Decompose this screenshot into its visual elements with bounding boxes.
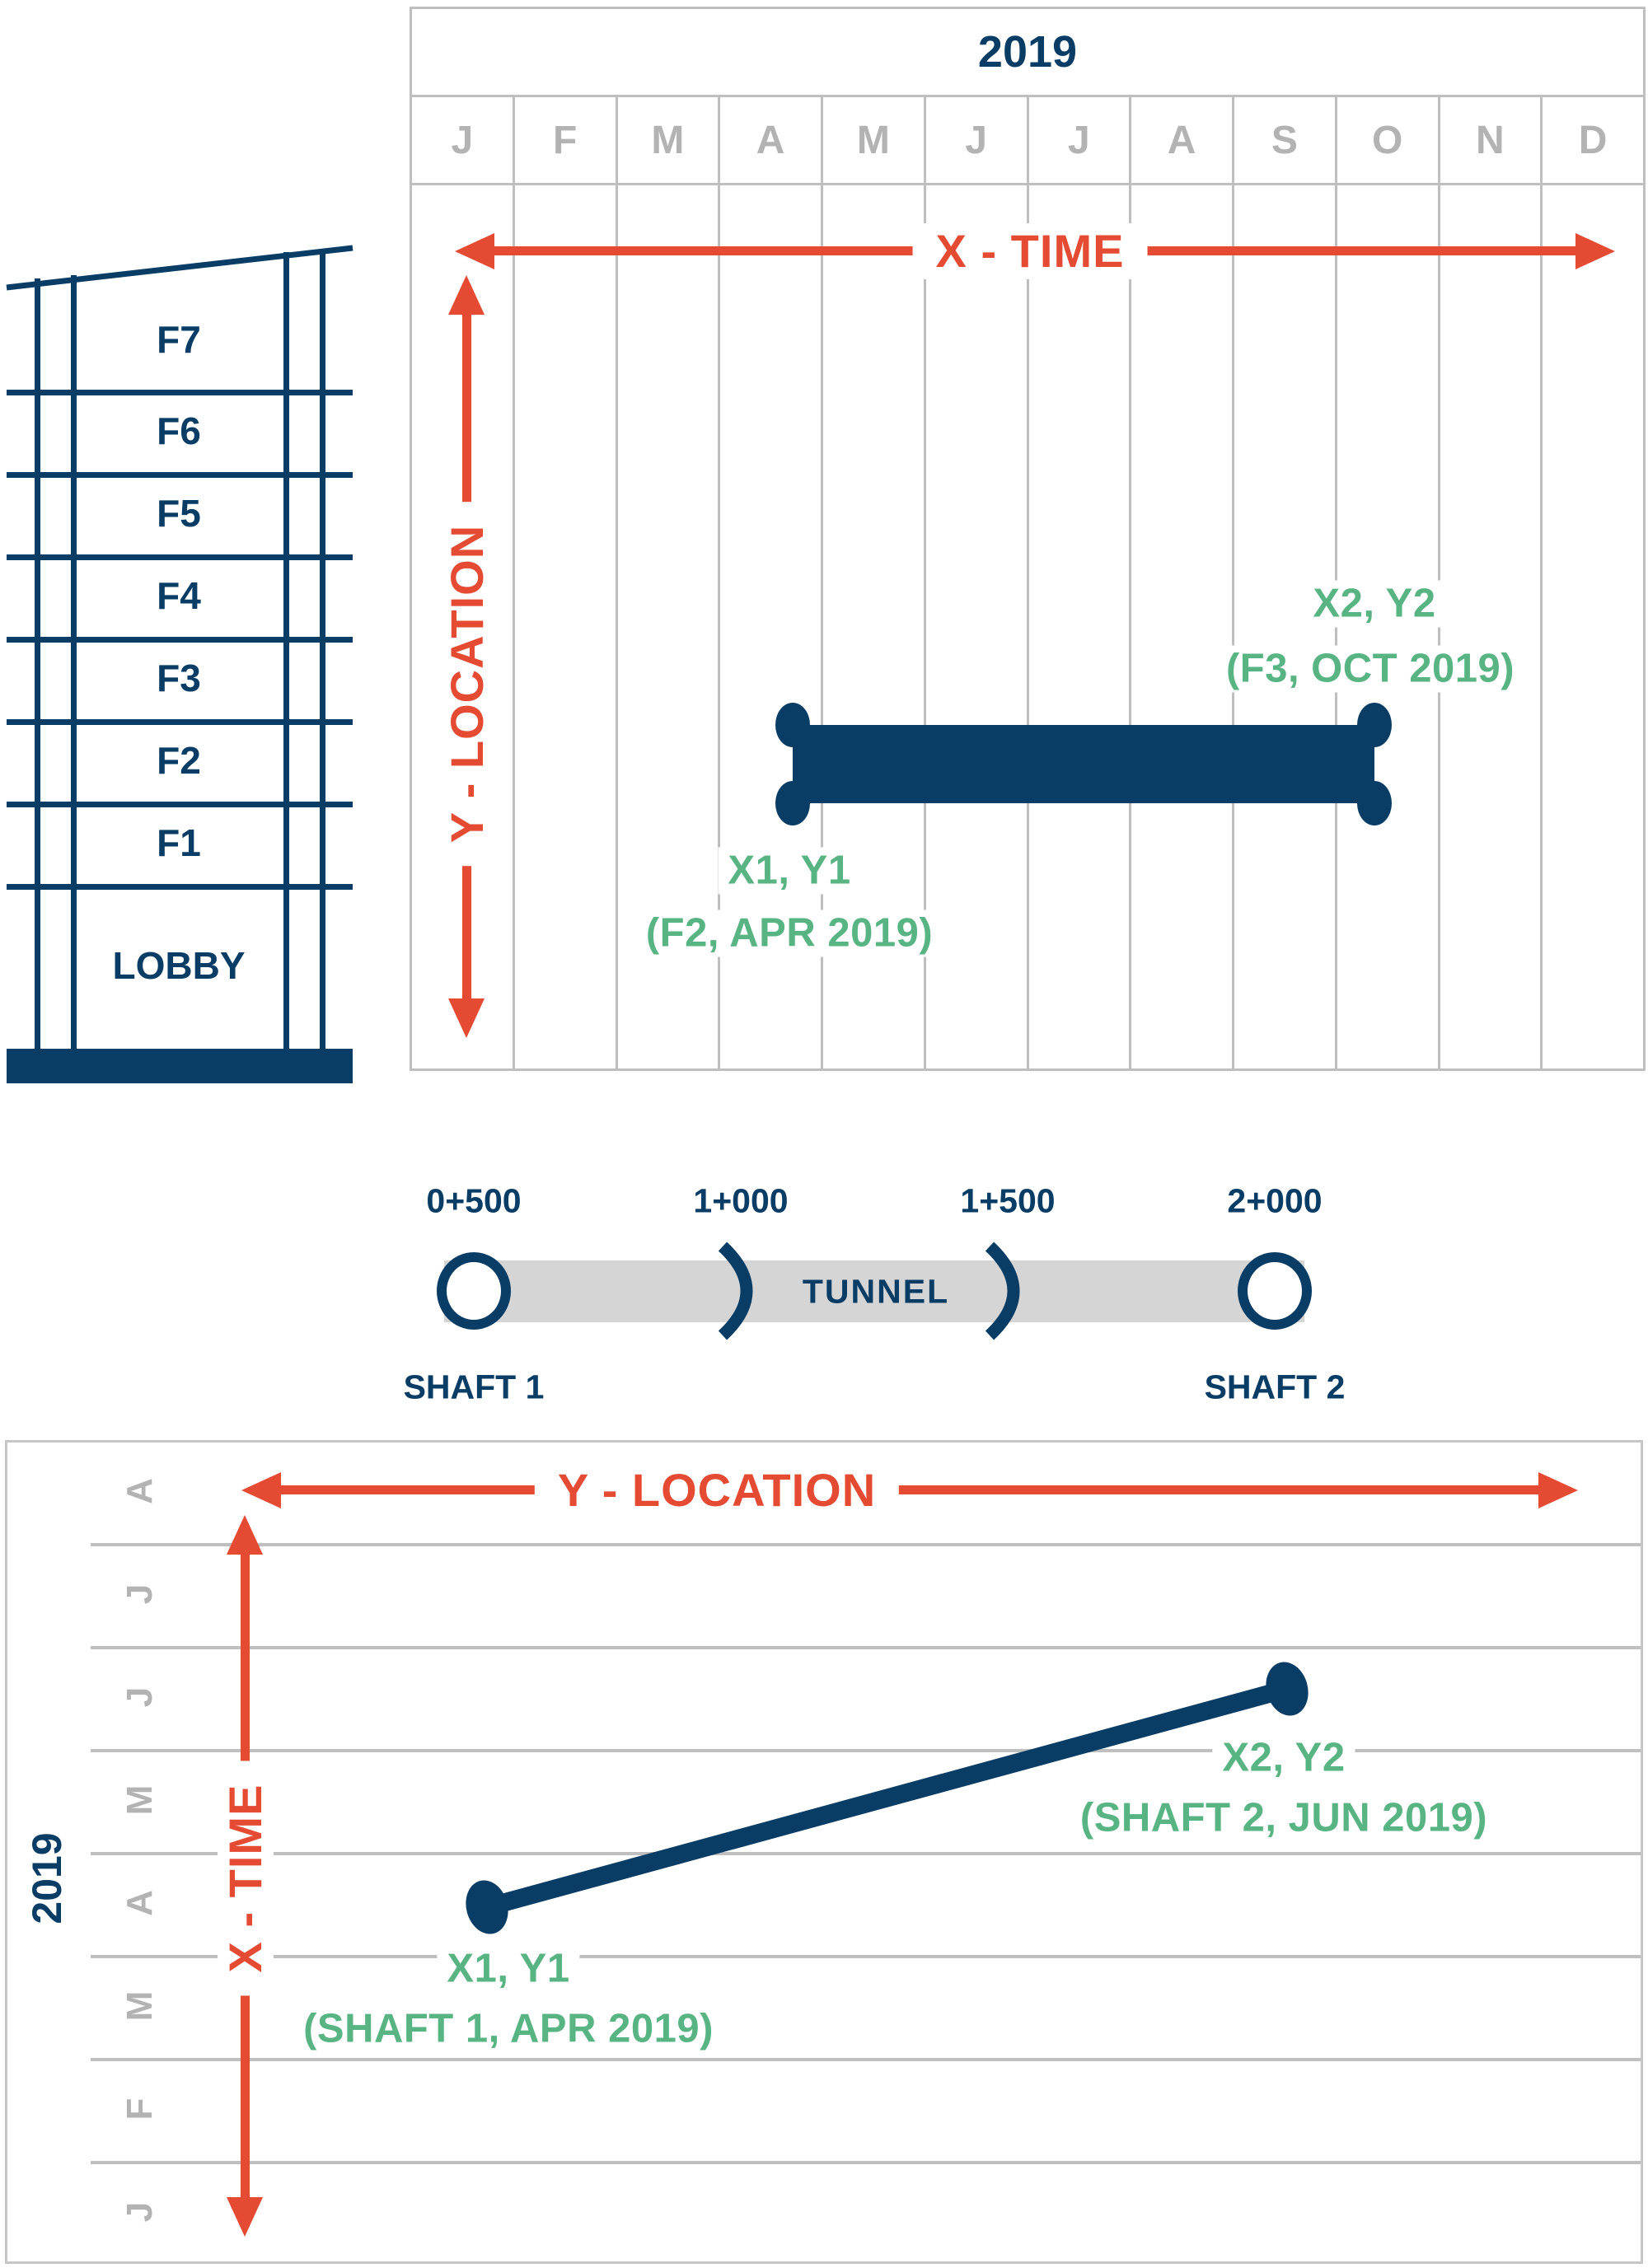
bottom-gridline-2 [91, 1646, 1641, 1649]
x-time-arrowhead-right [1575, 233, 1615, 269]
floor-slab-line-4 [7, 637, 353, 643]
month-cell-1: J [412, 97, 515, 183]
month-cell-12: D [1578, 118, 1608, 162]
grid-column-4 [720, 185, 823, 1069]
x-time-arrowhead-left [455, 233, 494, 269]
bar-start-label-line2: (F2, APR 2019) [635, 910, 943, 957]
floor-slab-line-3 [7, 554, 353, 560]
year-title: 2019 [977, 27, 1078, 77]
bottom-gridline-4 [91, 1852, 1641, 1855]
floor-slab-line-7 [7, 884, 353, 890]
chainage-label-2: 1+000 [693, 1181, 789, 1220]
month-cell-9: S [1234, 97, 1337, 183]
floor-label-f4: F4 [157, 574, 201, 617]
drive-start-label-line2: (SHAFT 1, APR 2019) [293, 2005, 723, 2053]
tunnel-label: TUNNEL [802, 1272, 950, 1311]
month-cell-8: A [1131, 97, 1234, 183]
month-cell-3: M [618, 97, 721, 183]
floor-slab-line-5 [7, 719, 353, 725]
month-cell-4: A [720, 97, 823, 183]
building-column-3 [283, 252, 289, 1049]
break-arc-2 [985, 1242, 1020, 1340]
grid-column-3 [618, 185, 721, 1069]
drive-line [485, 1680, 1290, 1916]
bottom-gridline-3 [91, 1749, 1641, 1752]
floor-label-lobby: LOBBY [112, 944, 246, 987]
drive-end-dot [1266, 1662, 1309, 1716]
bar-end-label-line2: (F3, OCT 2019) [1215, 645, 1525, 693]
floor-label-f5: F5 [157, 492, 201, 535]
building-column-4 [320, 249, 325, 1049]
month-cell-10: O [1337, 97, 1440, 183]
x-time-label: X - TIME [912, 223, 1148, 279]
grid-column-6 [926, 185, 1029, 1069]
bottom-y-location-arrowhead-right [1538, 1472, 1578, 1508]
building-base [7, 1049, 353, 1083]
chainage-label-4: 2+000 [1227, 1181, 1323, 1220]
tunnel-bar [444, 1260, 1304, 1322]
month-cell-7: J [1029, 97, 1132, 183]
building-column-2 [71, 275, 77, 1049]
y-location-arrowhead-down [448, 998, 485, 1038]
shaft1-label: SHAFT 1 [403, 1368, 545, 1406]
grid-column-2 [515, 185, 618, 1069]
drive-start-dot [466, 1880, 508, 1934]
drive-end-label-line2: (SHAFT 2, JUN 2019) [1070, 1794, 1498, 1842]
floor-label-f1: F1 [157, 821, 201, 864]
month-cell-5: M [823, 97, 926, 183]
bottom-y-location-label: Y - LOCATION [534, 1462, 900, 1518]
floor-label-f6: F6 [157, 409, 201, 452]
drive-end-label-line1: X2, Y2 [1212, 1734, 1355, 1782]
month-cell-11: N [1440, 97, 1543, 183]
floor-label-f2: F2 [157, 739, 201, 782]
bottom-gridline-5 [91, 1955, 1641, 1958]
bar-cap-bottom-right [1357, 781, 1392, 825]
bar-start-label-line1: X1, Y1 [718, 847, 861, 895]
y-location-arrowhead-up [448, 275, 485, 315]
building-roof-line [6, 245, 353, 291]
building-column-1 [35, 278, 40, 1049]
bottom-x-time-arrowhead-up [227, 1515, 263, 1555]
floor-slab-line-2 [7, 472, 353, 478]
floor-label-f3: F3 [157, 657, 201, 699]
bottom-y-location-arrowhead-left [241, 1472, 281, 1508]
chainage-label-3: 1+500 [960, 1181, 1056, 1220]
grid-column-7 [1029, 185, 1132, 1069]
floor-slab-line-1 [7, 390, 353, 395]
grid-column-1 [412, 185, 515, 1069]
activity-bar [793, 725, 1374, 803]
floor-slab-line-6 [7, 802, 353, 807]
grid-column-8 [1131, 185, 1234, 1069]
break-arc-1 [718, 1242, 753, 1340]
bottom-gridline-7 [91, 2161, 1641, 2164]
bar-cap-top-left [775, 703, 810, 747]
shaft2-label: SHAFT 2 [1204, 1368, 1346, 1406]
month-cell-6: J [926, 97, 1029, 183]
bar-end-label-line1: X2, Y2 [1303, 580, 1446, 628]
month-cell-2: F [515, 97, 618, 183]
tunnel-break-arcs [718, 1242, 1020, 1340]
floor-label-f7: F7 [157, 318, 201, 361]
bar-cap-bottom-left [775, 781, 810, 825]
bottom-gridline-6 [91, 2058, 1641, 2061]
bottom-y-location-arrow-line [260, 1485, 1542, 1494]
grid-column-5 [823, 185, 926, 1069]
grid-column-11 [1440, 185, 1543, 1069]
drive-start-label-line1: X1, Y1 [437, 1945, 580, 1993]
bottom-gridline-1 [91, 1543, 1641, 1546]
bar-cap-top-right [1357, 703, 1392, 747]
top-chart-year-header: 2019 [412, 9, 1643, 97]
bottom-x-time-arrowhead-down [227, 2197, 263, 2237]
chainage-label-1: 0+500 [426, 1181, 522, 1220]
